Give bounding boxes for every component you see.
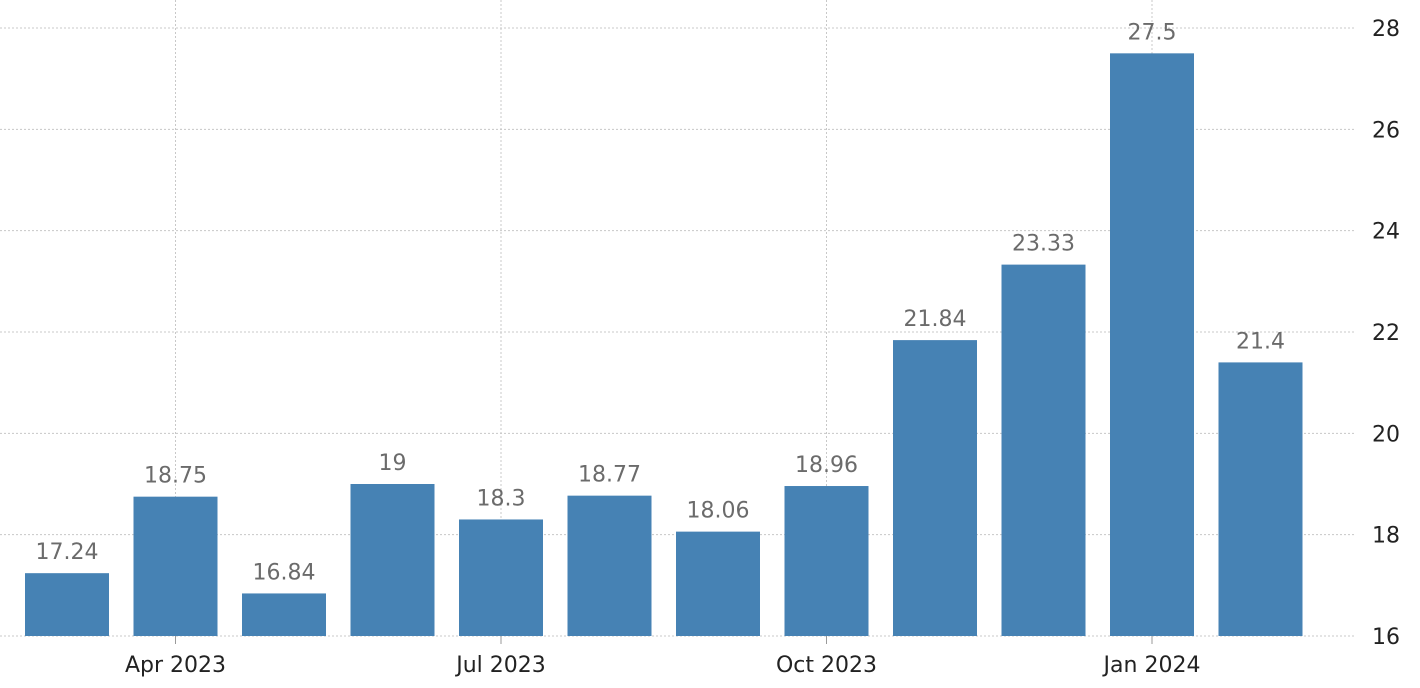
y-tick-label: 24 [1372,220,1400,245]
grid-layer [0,0,1355,637]
y-tick-label: 16 [1372,625,1400,650]
data-label: 18.06 [687,499,750,524]
bar [25,573,109,636]
y-tick-label: 26 [1372,118,1400,143]
x-tick-label: Apr 2023 [125,653,226,678]
y-axis: 16 18 20 22 24 26 28 [1372,17,1400,650]
y-tick-label: 28 [1372,17,1400,42]
y-tick-label: 20 [1372,422,1400,447]
bar [242,593,326,636]
data-label: 18.3 [477,486,526,511]
x-tick-label: Oct 2023 [776,653,877,678]
x-tick-label: Jan 2024 [1102,653,1201,678]
data-label: 27.5 [1128,20,1177,45]
data-label: 19 [379,451,407,476]
data-label: 18.75 [144,464,207,489]
bar [784,486,869,636]
x-tick-label: Jul 2023 [454,653,546,678]
y-tick-label: 22 [1372,321,1400,346]
bar [893,340,977,636]
bar [1001,264,1086,636]
data-label: 17.24 [36,540,99,565]
bar [459,519,543,636]
data-label: 21.4 [1236,329,1285,354]
data-label: 23.33 [1012,232,1075,257]
bar [1110,53,1194,637]
data-label: 18.77 [578,463,641,488]
bar [567,495,652,636]
data-label: 18.96 [795,453,858,478]
bar [350,484,435,636]
bar [1218,362,1303,636]
bar [676,531,760,636]
x-axis: Apr 2023 Jul 2023 Oct 2023 Jan 2024 [125,636,1200,678]
bars-layer [25,53,1303,637]
data-label: 21.84 [904,307,967,332]
data-labels-layer: 17.24 18.75 16.84 19 18.3 18.77 18.06 18.96 21.8… [36,20,1285,585]
data-label: 16.84 [253,560,316,585]
bar [133,496,218,636]
y-tick-label: 18 [1372,524,1400,549]
